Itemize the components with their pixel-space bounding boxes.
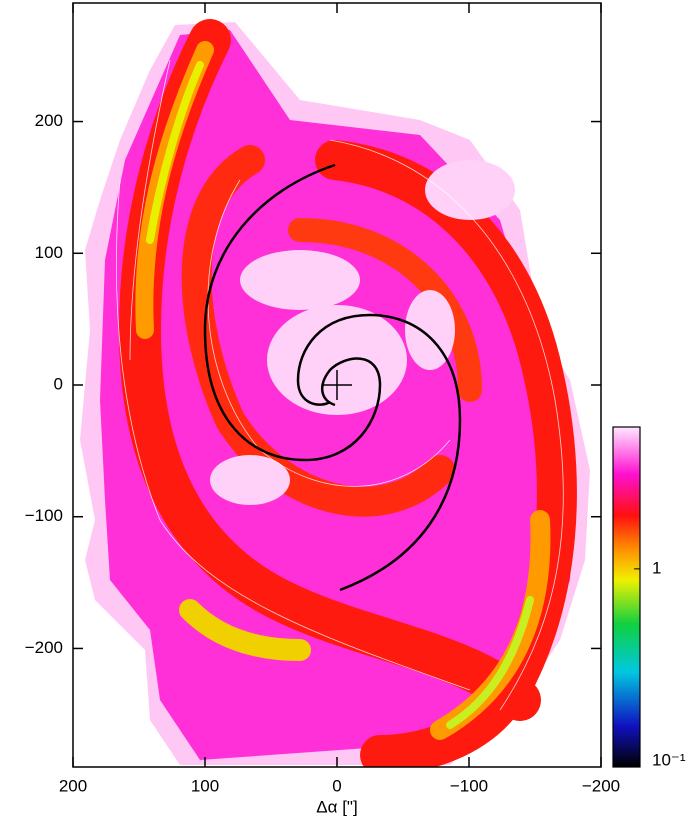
colorbar-tick-label: 10⁻¹ [652,750,686,769]
galaxy-image [80,19,590,767]
axes [72,3,602,767]
colorbar [612,426,641,768]
y-tick-label: −200 [25,638,63,657]
x-tick-label: −100 [450,776,488,795]
y-tick-label: 200 [35,111,63,130]
y-tick-label: 100 [35,243,63,262]
y-tick-label: 0 [54,374,63,393]
x-tick-label: −200 [582,776,620,795]
x-tick-label: 100 [191,776,219,795]
x-axis-label: Δα ["] [316,797,357,816]
x-tick-label: 200 [59,776,87,795]
x-tick-label: 0 [332,776,341,795]
colorbar-tick-label: 1 [652,558,661,577]
y-tick-label: −100 [25,506,63,525]
